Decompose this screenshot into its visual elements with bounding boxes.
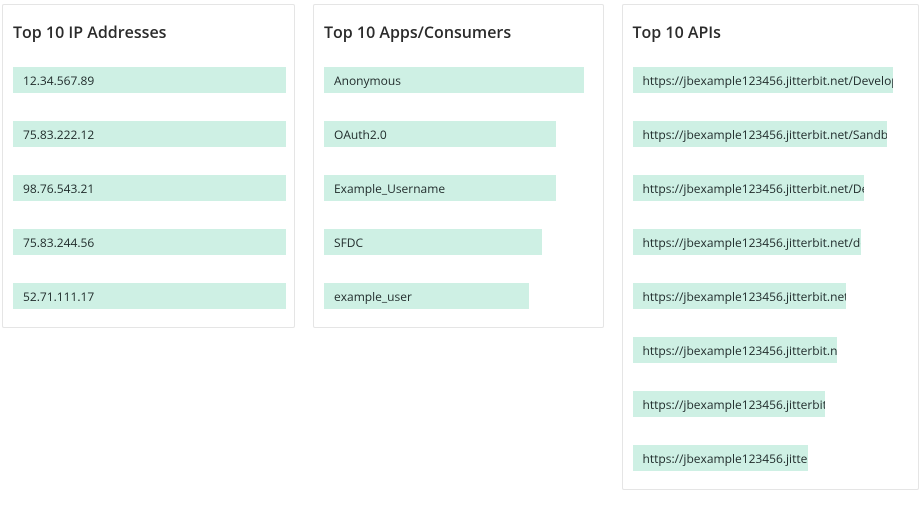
bar-label: 98.76.543.21	[23, 180, 94, 197]
bar-item[interactable]: Example_Username	[324, 175, 556, 201]
bar-label: Anonymous	[334, 72, 401, 89]
panel-top-apps-consumers: Top 10 Apps/Consumers Anonymous OAuth2.0…	[313, 4, 604, 328]
bar-item[interactable]: https://jbexample123456.jitterbit.n...	[633, 391, 825, 417]
bar-item[interactable]: example_user	[324, 283, 529, 309]
bar-label: https://jbexample123456.jitterbi...	[643, 450, 808, 467]
dashboard-row: Top 10 IP Addresses 12.34.567.89 75.83.2…	[0, 0, 921, 494]
bar-label: 75.83.222.12	[23, 126, 94, 143]
bar-label: https://jbexample123456.jitterbit.net/De…	[643, 180, 864, 197]
bar-label: https://jbexample123456.jitterbit.net/Sa…	[643, 126, 887, 143]
bar-label: SFDC	[334, 234, 363, 251]
panel-top-ip-addresses: Top 10 IP Addresses 12.34.567.89 75.83.2…	[2, 4, 295, 328]
bar-item[interactable]: https://jbexample123456.jitterbit.net/Sa…	[633, 121, 887, 147]
bar-item[interactable]: 12.34.567.89	[13, 67, 286, 93]
panel-top-apis: Top 10 APIs https://jbexample123456.jitt…	[622, 4, 920, 490]
bar-label: https://jbexample123456.jitterbit.net/De…	[643, 72, 893, 89]
bar-label: 12.34.567.89	[23, 72, 94, 89]
bar-label: example_user	[334, 288, 412, 305]
panel-title: Top 10 APIs	[633, 21, 909, 43]
bar-label: https://jbexample123456.jitterbit.net/..…	[643, 342, 837, 359]
bar-item[interactable]: https://jbexample123456.jitterbi...	[633, 445, 808, 471]
bar-item[interactable]: https://jbexample123456.jitterbit.net/de…	[633, 229, 861, 255]
bar-label: 75.83.244.56	[23, 234, 94, 251]
bar-label: https://jbexample123456.jitterbit.net/de…	[643, 234, 861, 251]
bar-label: 52.71.111.17	[23, 288, 94, 305]
bar-item[interactable]: OAuth2.0	[324, 121, 556, 147]
bars-apps: Anonymous OAuth2.0 Example_Username SFDC…	[324, 67, 593, 309]
bar-label: https://jbexample123456.jitterbit.n...	[643, 396, 825, 413]
bar-label: OAuth2.0	[334, 126, 387, 143]
bar-item[interactable]: SFDC	[324, 229, 542, 255]
panel-title: Top 10 Apps/Consumers	[324, 21, 593, 43]
bar-item[interactable]: https://jbexample123456.jitterbit.net/..…	[633, 337, 837, 363]
bars-apis: https://jbexample123456.jitterbit.net/De…	[633, 67, 909, 471]
panel-title: Top 10 IP Addresses	[13, 21, 284, 43]
bar-item[interactable]: https://jbexample123456.jitterbit.net/De…	[633, 67, 893, 93]
bar-item[interactable]: https://jbexample123456.jitterbit.net/De…	[633, 175, 864, 201]
bar-item[interactable]: 52.71.111.17	[13, 283, 286, 309]
bar-label: Example_Username	[334, 180, 445, 197]
bar-label: https://jbexample123456.jitterbit.net/De…	[643, 288, 846, 305]
bar-item[interactable]: 75.83.244.56	[13, 229, 286, 255]
bar-item[interactable]: https://jbexample123456.jitterbit.net/De…	[633, 283, 846, 309]
bar-item[interactable]: 75.83.222.12	[13, 121, 286, 147]
bar-item[interactable]: 98.76.543.21	[13, 175, 286, 201]
bar-item[interactable]: Anonymous	[324, 67, 584, 93]
bars-ip: 12.34.567.89 75.83.222.12 98.76.543.21 7…	[13, 67, 284, 309]
